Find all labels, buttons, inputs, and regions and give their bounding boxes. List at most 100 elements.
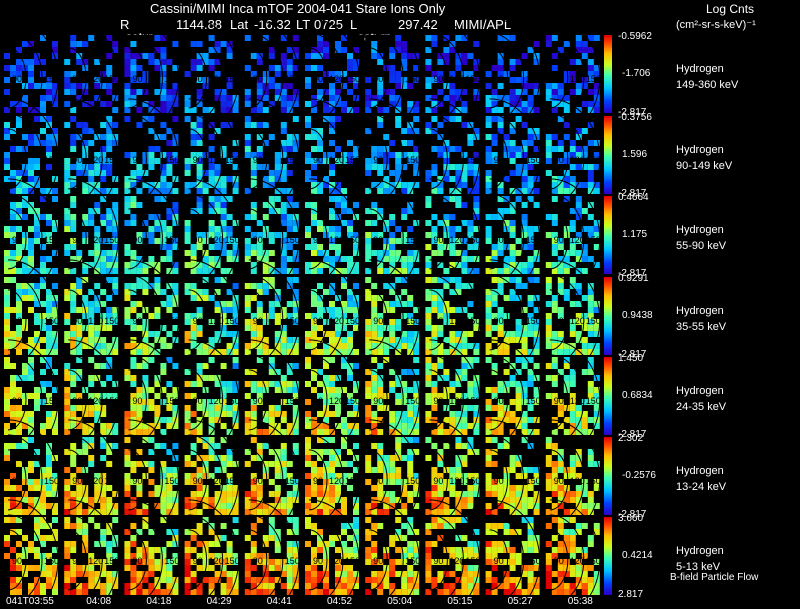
pixel-cell: [545, 375, 552, 381]
pixel-cell: [431, 232, 438, 238]
pixel-cell: [106, 393, 113, 399]
pixel-cell: [136, 583, 143, 589]
pixel-cell: [437, 152, 444, 158]
pixel-cell: [214, 301, 221, 307]
pixel-cell: [250, 583, 257, 589]
pixel-cell: [353, 399, 359, 405]
pixel-cell: [148, 399, 155, 405]
pixel-cell: [184, 461, 191, 467]
pixel-cell: [485, 343, 492, 349]
pixel-cell: [527, 244, 534, 250]
contour-label: 120: [570, 396, 585, 406]
pixel-cell: [509, 35, 516, 41]
pixel-cell: [473, 405, 480, 411]
pixel-cell: [329, 214, 335, 220]
pixel-cell: [371, 331, 378, 337]
contour-label: 120: [209, 74, 224, 84]
pixel-cell: [557, 146, 564, 152]
pixel-cell: [28, 295, 34, 301]
pixel-cell: [190, 289, 197, 295]
pixel-cell: [467, 387, 474, 393]
pixel-cell: [262, 107, 269, 113]
pixel-cell: [371, 101, 378, 107]
contour-label: 120: [209, 235, 224, 245]
pixel-cell: [136, 571, 143, 577]
pixel-cell: [473, 423, 480, 429]
pixel-cell: [461, 473, 468, 479]
pixel-cell: [244, 343, 251, 349]
pixel-cell: [64, 485, 71, 491]
pixel-cell: [497, 283, 504, 289]
pixel-cell: [22, 214, 28, 220]
pixel-cell: [521, 122, 528, 128]
pixel-cell: [4, 325, 10, 331]
pixel-cell: [88, 325, 95, 331]
pixel-cell: [280, 455, 287, 461]
pixel-cell: [461, 238, 468, 244]
pixel-cell: [250, 553, 257, 559]
pixel-cell: [569, 325, 576, 331]
pixel-cell: [383, 268, 390, 274]
pixel-cell: [130, 262, 137, 268]
pixel-cell: [347, 589, 353, 595]
pixel-cell: [214, 307, 221, 313]
pixel-cell: [503, 503, 510, 509]
pixel-cell: [551, 479, 558, 485]
pixel-cell: [184, 313, 191, 319]
pixel-cell: [395, 411, 402, 417]
pixel-cell: [317, 295, 323, 301]
pixel-cell: [256, 283, 263, 289]
pixel-cell: [208, 196, 215, 202]
pixel-cell: [214, 164, 221, 170]
pixel-cell: [274, 208, 281, 214]
pixel-cell: [581, 268, 588, 274]
pixel-cell: [377, 479, 384, 485]
pixel-cell: [305, 381, 311, 387]
pixel-cell: [443, 277, 450, 283]
pixel-cell: [461, 53, 468, 59]
pixel-cell: [341, 208, 347, 214]
pixel-cell: [329, 244, 335, 250]
pixel-cell: [335, 565, 341, 571]
pixel-cell: [473, 529, 480, 535]
pixel-cell: [64, 589, 71, 595]
pixel-cell: [389, 387, 396, 393]
pixel-cell: [184, 583, 191, 589]
pixel-cell: [232, 405, 239, 411]
pixel-cell: [172, 363, 179, 369]
contour-line: [369, 289, 388, 351]
pixel-cell: [371, 307, 378, 313]
pixel-cell: [323, 289, 329, 295]
pixel-cell: [256, 152, 263, 158]
pixel-cell: [341, 503, 347, 509]
pixel-cell: [581, 53, 588, 59]
pixel-cell: [551, 307, 558, 313]
pixel-cell: [305, 423, 311, 429]
pixel-cell: [533, 429, 540, 435]
pixel-cell: [16, 517, 22, 523]
pixel-cell: [347, 411, 353, 417]
pixel-cell: [82, 59, 89, 65]
pixel-cell: [34, 565, 40, 571]
pixel-cell: [40, 399, 46, 405]
pixel-cell: [16, 577, 22, 583]
pixel-cell: [172, 411, 179, 417]
pixel-cell: [371, 325, 378, 331]
pixel-cell: [497, 188, 504, 194]
contour-label: 120: [329, 316, 344, 326]
pixel-cell: [533, 479, 540, 485]
pixel-cell: [262, 232, 269, 238]
pixel-cell: [503, 541, 510, 547]
pixel-cell: [262, 589, 269, 595]
image-panel: 90 150: [244, 419, 304, 541]
pixel-cell: [112, 509, 119, 515]
pixel-cell: [365, 170, 372, 176]
pixel-cell: [220, 146, 227, 152]
pixel-cell: [220, 301, 227, 307]
pixel-cell: [154, 182, 161, 188]
pixel-cell: [449, 517, 456, 523]
pixel-cell: [425, 523, 432, 529]
pixel-cell: [335, 188, 341, 194]
pixel-cell: [431, 146, 438, 152]
